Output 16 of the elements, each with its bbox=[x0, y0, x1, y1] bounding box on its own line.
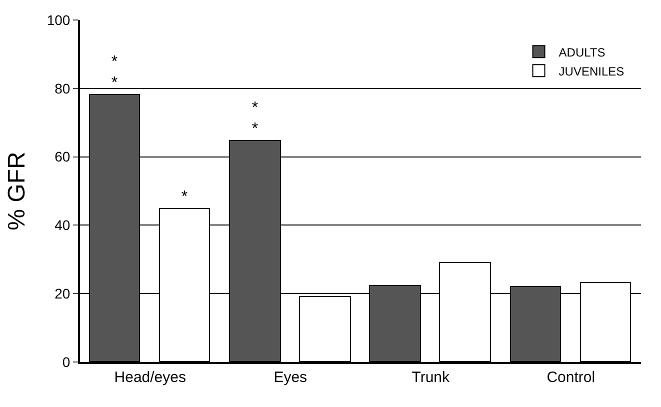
y-tick-label: 20 bbox=[54, 286, 70, 302]
y-tick-label: 100 bbox=[46, 12, 70, 28]
y-tick-label: 60 bbox=[54, 148, 70, 165]
x-tick-label: Head/eyes bbox=[114, 369, 186, 386]
data-label: * * bbox=[111, 54, 118, 92]
y-axis-title: % GFR bbox=[3, 152, 30, 230]
x-tick-label: Trunk bbox=[412, 369, 450, 386]
data-label: * bbox=[181, 188, 188, 206]
y-tick-label: 40 bbox=[54, 217, 70, 234]
legend-label: JUVENILES bbox=[558, 64, 624, 78]
x-tick-label: Control bbox=[546, 369, 596, 386]
y-tick-label: 80 bbox=[54, 80, 70, 96]
data-label: * * bbox=[252, 100, 258, 138]
x-tick-label: Eyes bbox=[274, 369, 308, 386]
legend-label: ADULTS bbox=[558, 45, 606, 60]
y-tick-label: 0 bbox=[62, 354, 70, 370]
